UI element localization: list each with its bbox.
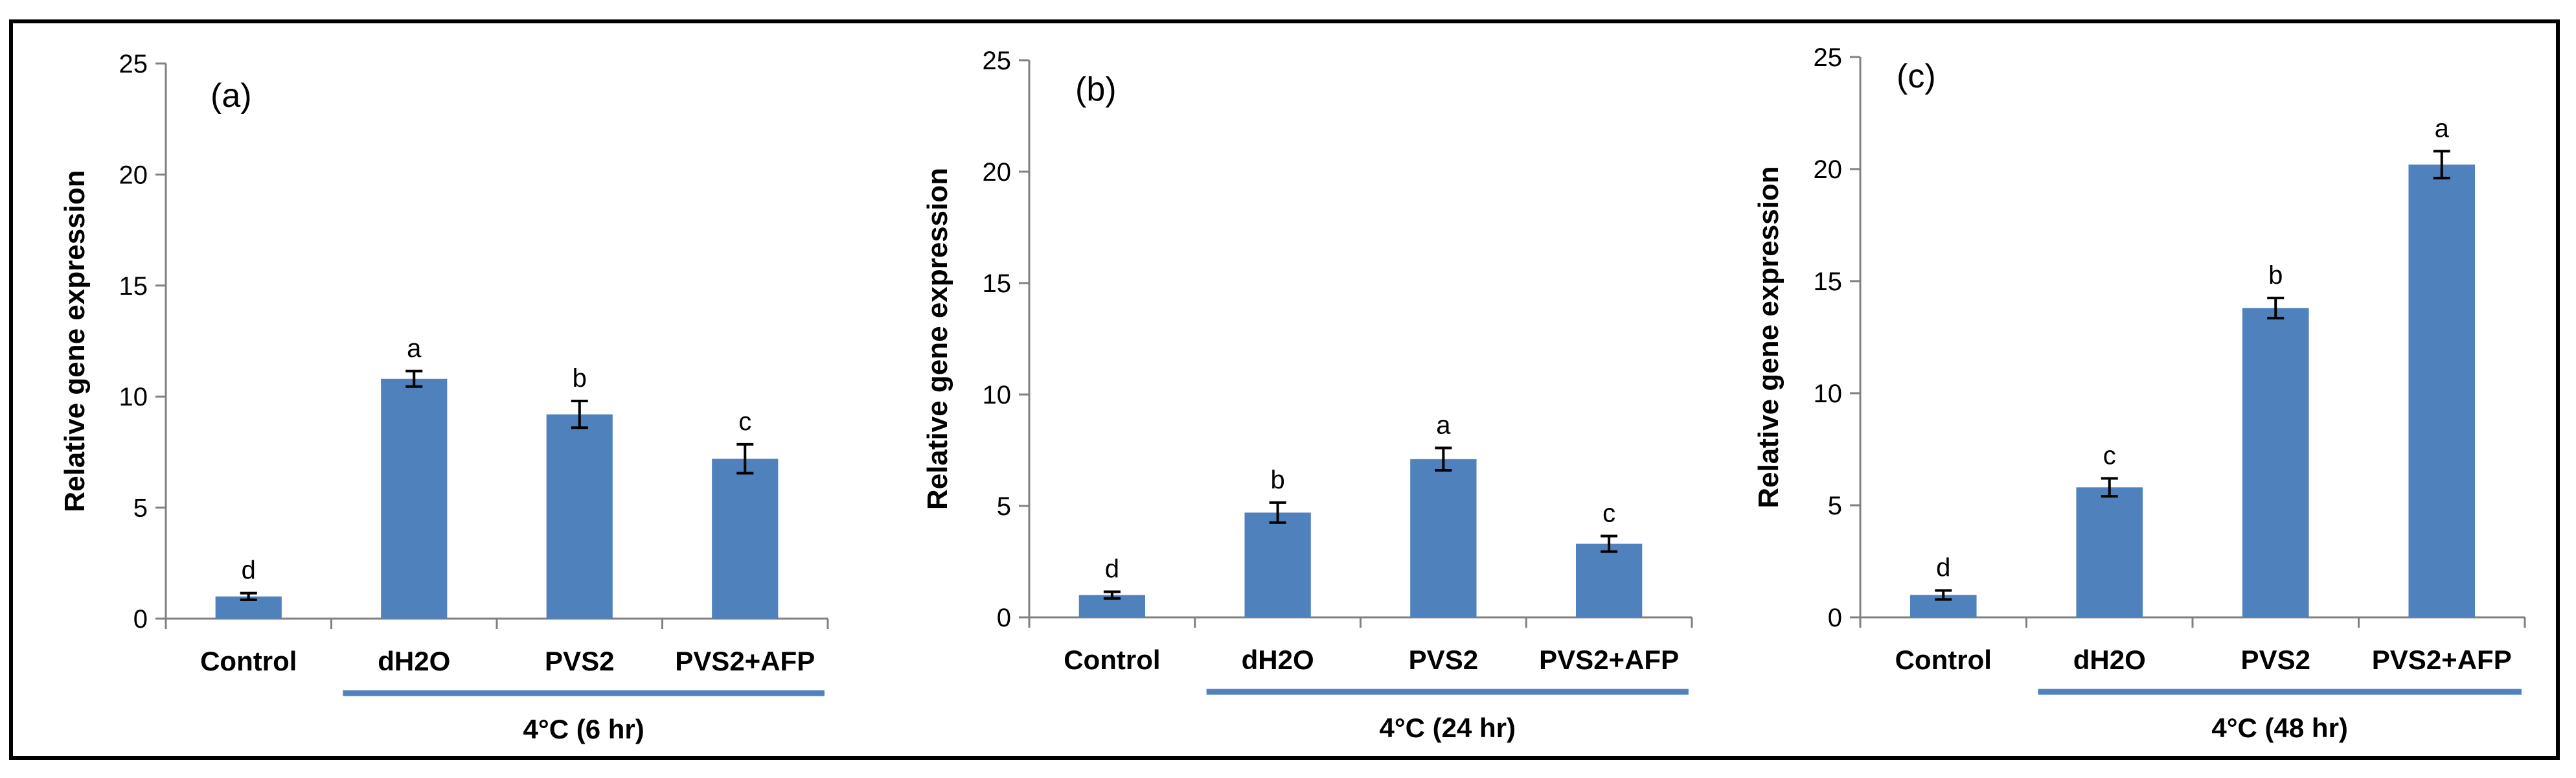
panel-2-y-tick-label-3: 15 (983, 269, 1012, 298)
panel-2-group-label: 4°C (24 hr) (1380, 713, 1516, 743)
panel-1-y-axis-label: Relative gene expression (59, 170, 91, 512)
panel-3-significance-2: b (2268, 261, 2283, 290)
panel-3-y-tick-label-5: 25 (1814, 43, 1843, 72)
panel-2-category-label-0: Control (1064, 645, 1160, 675)
panel-1-y-tick-label-5: 25 (119, 50, 148, 78)
panel-2-significance-3: c (1602, 499, 1615, 527)
panel-3-category-label-2: PVS2 (2241, 645, 2310, 675)
panel-1-y-tick-label-3: 15 (119, 272, 148, 301)
panel-1-significance-2: b (573, 364, 587, 393)
panel-3-bar-1 (2076, 487, 2143, 617)
panel-3-y-tick-label-3: 15 (1814, 268, 1843, 296)
panel-2-significance-1: b (1271, 466, 1285, 494)
panel-3-y-tick-label-4: 20 (1814, 155, 1843, 184)
panel-2-y-tick-label-1: 5 (997, 492, 1011, 521)
panel-1-y-tick-label-1: 5 (133, 494, 148, 523)
panel-3-significance-0: d (1936, 553, 1950, 582)
panel-2-category-label-1: dH2O (1242, 645, 1314, 675)
panel-1-bar-3 (712, 459, 779, 619)
panel-2-category-label-2: PVS2 (1409, 645, 1478, 675)
panel-3-significance-1: c (2103, 441, 2116, 470)
panel-2-category-label-3: PVS2+AFP (1539, 645, 1679, 675)
panel-2-panel-label: (b) (1075, 71, 1117, 108)
panel-1-y-tick-label-0: 0 (133, 605, 148, 634)
panel-3-bar-3 (2408, 165, 2476, 617)
panel-3-y-axis-label: Relative gene expression (1753, 166, 1784, 508)
panel-3-category-label-0: Control (1895, 645, 1992, 675)
panel-1-significance-0: d (242, 556, 256, 585)
panel-1-group-label: 4°C (6 hr) (523, 714, 644, 744)
panel-1-bar-1 (381, 378, 448, 619)
panel-1-y-tick-label-2: 10 (119, 383, 148, 411)
panel-3-y-tick-label-0: 0 (1828, 604, 1842, 632)
panel-3-bar-2 (2242, 308, 2309, 617)
panel-3-panel-label: (c) (1897, 58, 1936, 95)
panel-3-y-tick-label-2: 10 (1814, 380, 1843, 408)
panel-2-y-tick-label-2: 10 (983, 381, 1012, 409)
panel-1-category-label-0: Control (200, 646, 297, 676)
panel-1-y-tick-label-4: 20 (119, 161, 148, 189)
panel-2-y-tick-label-5: 25 (983, 47, 1012, 75)
panel-1-category-label-1: dH2O (378, 646, 450, 676)
panel-3-category-label-1: dH2O (2073, 645, 2146, 675)
figure-frame (9, 19, 2560, 760)
panel-2-bar-1 (1244, 512, 1311, 617)
panel-2-significance-0: d (1105, 555, 1119, 583)
panel-1-category-label-3: PVS2+AFP (675, 646, 815, 676)
panel-2-bar-2 (1410, 459, 1477, 617)
panel-2-y-tick-label-4: 20 (983, 158, 1012, 187)
panel-2-y-tick-label-0: 0 (997, 604, 1011, 632)
panel-1-significance-3: c (738, 407, 751, 436)
panel-3-group-label: 4°C (48 hr) (2211, 713, 2348, 743)
panel-2-y-axis-label: Relative gene expression (922, 168, 953, 510)
panel-3-category-label-3: PVS2+AFP (2372, 645, 2512, 675)
panel-1-significance-1: a (407, 334, 422, 363)
panel-1-category-label-2: PVS2 (545, 646, 614, 676)
panel-3-significance-3: a (2435, 114, 2450, 143)
panel-2-significance-2: a (1436, 411, 1451, 440)
panel-1-bar-2 (546, 414, 613, 619)
panel-1-panel-label: (a) (211, 77, 252, 115)
panel-2-bar-3 (1575, 543, 1643, 617)
panel-3-y-tick-label-1: 5 (1828, 492, 1842, 520)
